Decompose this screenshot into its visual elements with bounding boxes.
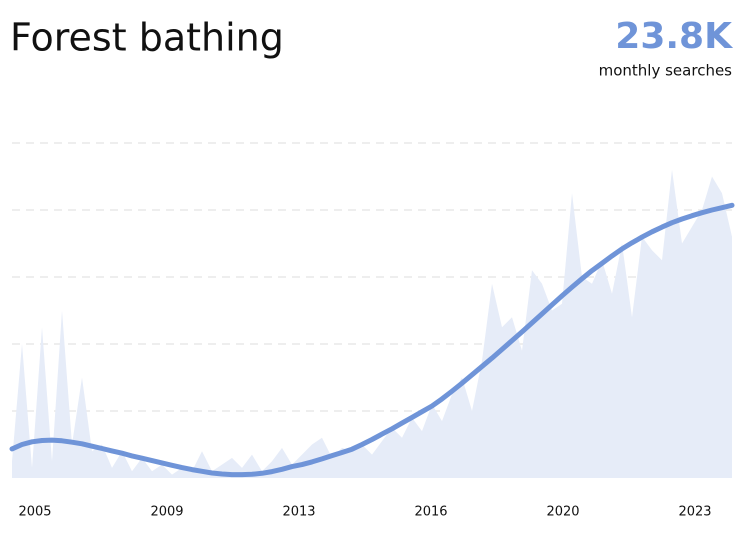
headline-label: monthly searches bbox=[599, 62, 733, 80]
chart-title: Forest bathing bbox=[10, 16, 284, 60]
trend-line bbox=[9, 202, 735, 478]
x-tick-label: 2020 bbox=[546, 505, 579, 520]
x-tick-label: 2016 bbox=[414, 505, 447, 520]
search-area bbox=[12, 169, 732, 479]
x-tick-label: 2009 bbox=[150, 505, 183, 520]
headline-value: 23.8K bbox=[615, 16, 733, 57]
x-tick-label: 2023 bbox=[678, 505, 711, 520]
x-tick-label: 2013 bbox=[282, 505, 315, 520]
x-tick-label: 2005 bbox=[18, 505, 51, 520]
